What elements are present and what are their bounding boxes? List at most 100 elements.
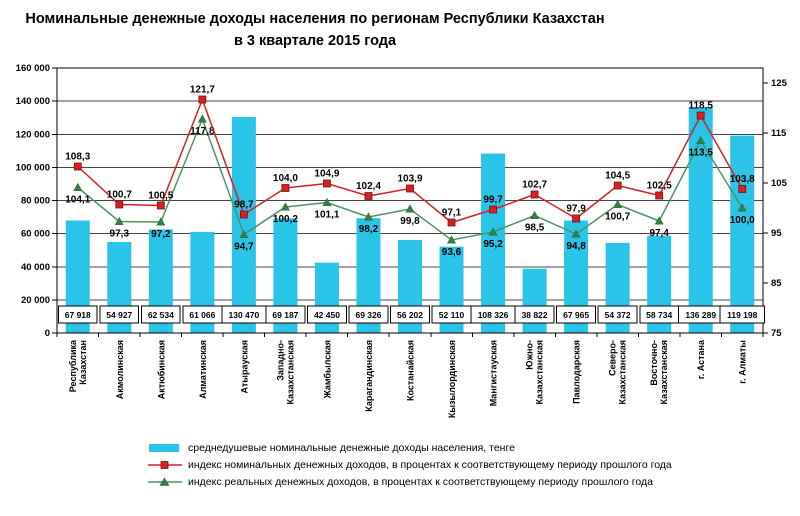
bar-value-box	[99, 305, 140, 324]
bar	[231, 116, 256, 333]
x-axis-label: Казахстанская	[285, 340, 295, 404]
nominal-index-label: 102,4	[356, 181, 381, 192]
real-index-label: 97,2	[151, 229, 171, 240]
combo-chart: 0 20 000 40 000 60 000 80 000 100 000 120 000 1…	[0, 53, 800, 436]
bar-value-label: 119 198	[727, 310, 758, 320]
left-axis-tick-label: 20 000	[21, 295, 50, 306]
bar	[730, 135, 755, 333]
real-index-marker	[488, 227, 498, 236]
nominal-index-key-icon	[148, 461, 182, 470]
nominal-index-label: 97,9	[566, 203, 586, 214]
x-axis-label: Атырауская	[239, 340, 249, 394]
nominal-index-label: 102,5	[647, 180, 672, 191]
legend-item-nominal-index: индекс номинальных денежных доходов, в п…	[148, 457, 800, 474]
chart-title: Номинальные денежные доходы населения по…	[0, 0, 630, 53]
nominal-index-marker	[738, 185, 747, 193]
nominal-index-label: 102,7	[522, 179, 547, 190]
right-axis-tick-label: 115	[771, 128, 787, 139]
bar-value-label: 136 289	[685, 310, 716, 320]
chart-title-line1: Номинальные денежные доходы населения по…	[25, 11, 605, 27]
legend-label-nominal-index: индекс номинальных денежных доходов, в п…	[188, 459, 672, 472]
bar-value-label: 56 202	[397, 310, 423, 320]
real-index-label: 94,8	[566, 241, 586, 252]
nominal-index-label: 97,1	[442, 207, 462, 218]
x-axis-label: Актюбинская	[156, 340, 166, 399]
left-axis-tick-label: 40 000	[21, 262, 50, 273]
nominal-index-marker	[115, 200, 124, 209]
real-index-marker	[114, 216, 124, 225]
combo-chart-svg: 0 20 000 40 000 60 000 80 000 100 000 120 000 1…	[16, 63, 788, 418]
bar-value-box	[265, 305, 306, 324]
bar-value-box	[57, 305, 98, 324]
right-axis-tick-label: 75	[771, 328, 782, 339]
bar-value-box	[348, 305, 389, 324]
real-index-label: 93,6	[442, 247, 462, 258]
real-index-label: 113,5	[688, 147, 713, 158]
nominal-index-label: 104,9	[314, 168, 339, 179]
real-index-marker	[571, 229, 581, 238]
legend-item-real-index: индекс реальных денежных доходов, в проц…	[148, 474, 800, 491]
nominal-index-marker	[73, 162, 82, 171]
chart-legend: среднедушевые номинальные денежные доход…	[148, 440, 800, 491]
nominal-index-label: 108,3	[65, 151, 90, 162]
nominal-index-label: 118,5	[688, 100, 713, 111]
bar-value-label: 42 450	[314, 310, 340, 320]
real-index-label: 99,8	[400, 216, 420, 227]
real-index-marker	[613, 199, 623, 208]
real-index-label: 97,3	[110, 228, 130, 239]
left-axis-tick-label: 140 000	[16, 96, 50, 107]
real-index-marker	[696, 135, 706, 144]
x-axis-label: Алматинская	[198, 340, 208, 399]
nominal-index-label: 103,9	[397, 173, 422, 184]
legend-label-bars: среднедушевые номинальные денежные доход…	[188, 442, 515, 455]
bar-series-key-icon	[149, 444, 179, 453]
nominal-index-marker	[198, 95, 207, 104]
bar-value-label: 54 372	[605, 310, 631, 320]
left-axis-tick-label: 0	[45, 328, 50, 339]
nominal-index-marker	[655, 191, 664, 200]
left-axis-tick-label: 120 000	[16, 129, 50, 140]
real-index-label: 95,2	[483, 239, 503, 250]
x-axis-label: Республика	[68, 339, 78, 392]
x-axis-label: Казахстанская	[618, 340, 628, 404]
real-index-label: 101,1	[314, 209, 339, 220]
bar-value-box	[597, 305, 638, 324]
bar-value-label: 54 927	[106, 310, 132, 320]
bar-value-label: 67 918	[65, 310, 91, 320]
chart-title-line2: в 3 квартале 2015 года	[233, 33, 397, 50]
nominal-index-marker	[613, 181, 622, 190]
nominal-index-marker	[239, 210, 248, 219]
left-axis-tick-label: 60 000	[21, 229, 50, 240]
nominal-index-line	[77, 97, 743, 224]
real-index-marker	[654, 216, 664, 225]
real-index-label: 97,4	[649, 228, 669, 239]
real-index-label: 100,0	[730, 215, 755, 226]
bar-value-box	[514, 305, 555, 324]
x-axis-label: Акмолинская	[115, 340, 125, 399]
real-index-marker	[737, 203, 747, 212]
bar-value-box	[140, 305, 181, 324]
x-axis-label: Мангистауская	[489, 340, 499, 406]
x-axis-label: Казахстан	[78, 340, 88, 385]
nominal-index-marker	[281, 184, 290, 192]
real-index-marker	[447, 235, 457, 244]
nominal-index-marker	[406, 184, 414, 193]
x-axis-label: Северо-	[608, 340, 618, 376]
bar-value-label: 38 822	[522, 310, 548, 320]
real-index-marker	[197, 114, 207, 123]
bar-value-box	[556, 305, 597, 324]
nominal-index-label: 99,7	[483, 194, 503, 205]
nominal-index-marker	[156, 201, 165, 210]
real-index-marker	[156, 217, 166, 226]
x-axis-label: Кызылординская	[447, 340, 457, 418]
bar	[481, 153, 506, 333]
bar-value-label: 69 187	[272, 310, 298, 320]
real-index-marker	[363, 212, 373, 221]
x-axis-label: Казахстанская	[659, 340, 669, 404]
bar-value-label: 61 066	[189, 310, 215, 320]
real-index-marker	[239, 229, 249, 238]
x-axis-label: Павлодарская	[572, 340, 582, 404]
left-axis-tick-label: 100 000	[16, 162, 50, 173]
x-axis-label: Карагандинская	[364, 340, 374, 412]
